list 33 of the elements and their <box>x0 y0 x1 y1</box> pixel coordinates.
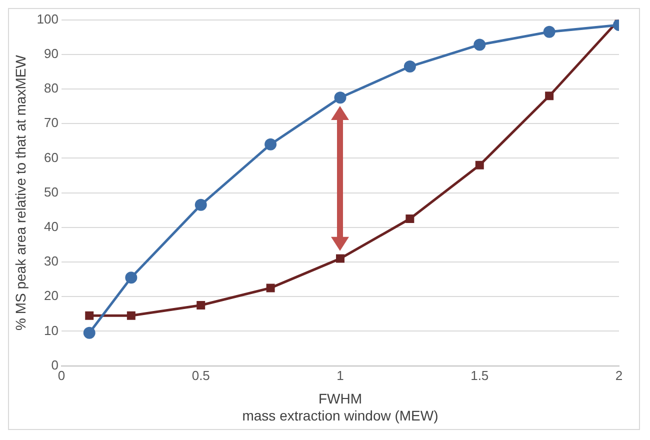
point <box>336 254 344 263</box>
point <box>475 160 484 170</box>
point <box>125 272 138 284</box>
y-tick-label: 70 <box>44 115 58 130</box>
point <box>264 138 277 150</box>
y-tick-label: 100 <box>36 11 58 26</box>
point <box>406 214 414 223</box>
point <box>404 60 416 73</box>
y-tick-label: 60 <box>44 150 58 165</box>
point <box>194 198 207 211</box>
x-tick-label: 2 <box>615 368 623 384</box>
point <box>126 311 136 320</box>
y-tick-label: 90 <box>44 46 58 61</box>
point <box>266 284 275 292</box>
y-tick-label: 10 <box>44 322 58 338</box>
point <box>545 92 554 100</box>
y-axis-title: % MS peak area relative to that at maxMEW <box>12 54 28 331</box>
y-tick-label: 40 <box>44 218 58 234</box>
x-tick-label: 1 <box>336 368 344 384</box>
y-tick-label: 0 <box>51 357 58 372</box>
point <box>543 26 556 38</box>
x-axis-title: FWHM mass extraction window (MEW) <box>242 390 438 424</box>
point <box>334 92 346 104</box>
y-tick-label: 50 <box>44 184 58 200</box>
point <box>83 326 96 339</box>
y-tick-label: 30 <box>44 254 58 269</box>
point <box>474 38 486 51</box>
point <box>196 301 206 310</box>
y-tick-label: 80 <box>44 80 58 96</box>
y-tick-label: 20 <box>44 288 58 304</box>
x-tick-label: 0.5 <box>192 368 210 384</box>
point <box>85 311 94 320</box>
x-tick-label: 1.5 <box>470 368 489 384</box>
